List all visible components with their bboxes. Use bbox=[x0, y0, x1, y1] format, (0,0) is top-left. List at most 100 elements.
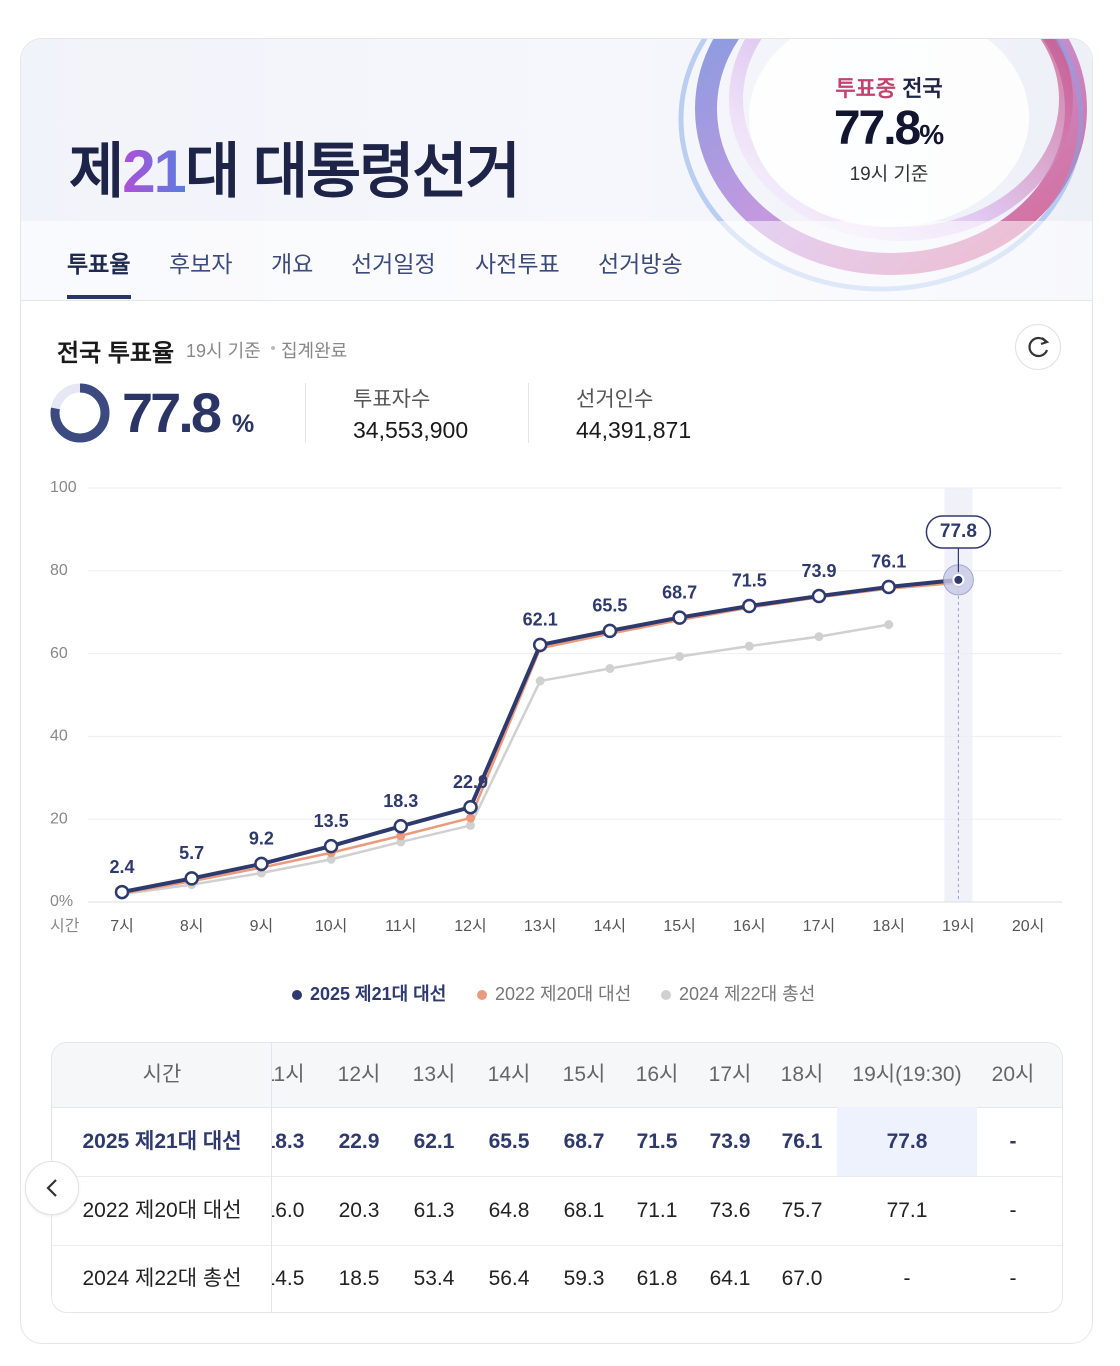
header: 제21대 대통령선거 투표중 전국 77.8% 19시 기준 bbox=[21, 39, 1092, 301]
point bbox=[884, 620, 894, 630]
x-tick-label: 14시 bbox=[594, 918, 627, 935]
table-cell: 71.1 bbox=[636, 1198, 678, 1222]
first-column-divider bbox=[271, 1043, 272, 1312]
point bbox=[742, 598, 757, 614]
x-axis-label: 시간 bbox=[50, 917, 80, 935]
table-cell: - bbox=[1009, 1198, 1017, 1222]
point bbox=[744, 641, 754, 651]
column-header: 20시 bbox=[991, 1063, 1035, 1086]
tab[interactable]: 후보자 bbox=[169, 251, 233, 277]
summary-status: 집계완료 bbox=[281, 341, 348, 361]
chevron-left bbox=[46, 1179, 57, 1197]
x-tick-label: 17시 bbox=[803, 918, 836, 935]
title-part: 대 대통령선거 bbox=[184, 138, 521, 205]
tab-bar bbox=[21, 221, 1092, 300]
y-tick-label: 60 bbox=[50, 645, 68, 662]
title-part: 제 bbox=[69, 138, 124, 205]
summary-basis: 19시 기준 bbox=[186, 341, 261, 361]
table-cell: 76.1 bbox=[781, 1129, 823, 1153]
turnout-chart: 0% 20 40 60 80 100 시간 7시 8시 9시 10시 11시 12시 13시 14시 15시 1… bbox=[50, 479, 1062, 1004]
table-cell: 20.3 bbox=[338, 1198, 380, 1222]
x-tick-label: 16시 bbox=[733, 918, 766, 935]
row-name: 2022 제20대 대선 bbox=[82, 1198, 242, 1222]
data-label: 77.8 bbox=[940, 521, 977, 542]
column-header: 17시 bbox=[708, 1063, 752, 1086]
table-cell: 59.3 bbox=[563, 1266, 605, 1290]
summary-title: 전국 투표율 bbox=[57, 340, 175, 367]
point bbox=[535, 676, 545, 686]
table-cell: 77.8 bbox=[886, 1129, 928, 1153]
legend-label: 2024 제22대 총선 bbox=[679, 984, 815, 1004]
column-header: 18시 bbox=[780, 1063, 824, 1086]
table-cell: 71.5 bbox=[636, 1129, 678, 1153]
status-line: 투표중 전국 bbox=[789, 71, 989, 103]
table-cell: 67.0 bbox=[781, 1266, 823, 1290]
point bbox=[881, 579, 896, 595]
point bbox=[952, 573, 965, 586]
point bbox=[184, 871, 199, 886]
x-tick-label: 15시 bbox=[663, 918, 696, 935]
x-tick-label: 20시 bbox=[1012, 918, 1045, 935]
x-tick-label: 9시 bbox=[250, 918, 274, 935]
unit: % bbox=[919, 119, 945, 150]
table-cell: 64.8 bbox=[488, 1198, 530, 1222]
table-cell: 61.8 bbox=[636, 1266, 678, 1290]
table-cell: 14.5 bbox=[272, 1266, 305, 1290]
table-cell: - bbox=[1009, 1129, 1017, 1153]
donut bbox=[50, 383, 110, 443]
tab[interactable]: 투표율 bbox=[67, 251, 131, 277]
legend-label: 2025 제21대 대선 bbox=[310, 984, 446, 1004]
table-cell: 77.1 bbox=[886, 1198, 928, 1222]
point bbox=[254, 856, 269, 872]
title-number: 21 bbox=[122, 138, 187, 205]
swirl-core bbox=[749, 39, 1029, 227]
column-header: 16시 bbox=[635, 1063, 679, 1086]
x-tick-label: 8시 bbox=[180, 918, 204, 935]
column-header: 14시 bbox=[487, 1063, 531, 1086]
row-divider bbox=[52, 1245, 1062, 1246]
voters: 34,553,900 bbox=[353, 417, 469, 443]
table-cell: 64.1 bbox=[709, 1266, 751, 1290]
point bbox=[672, 610, 687, 625]
table-cell: 16.0 bbox=[272, 1198, 305, 1222]
data-label: 9.2 bbox=[249, 829, 274, 849]
row-name: 2025 제21대 대선 bbox=[82, 1129, 242, 1153]
region: 전국 bbox=[902, 76, 943, 101]
table-cell: 68.1 bbox=[563, 1198, 605, 1222]
table-cell: - bbox=[903, 1266, 911, 1290]
summary-unit: % bbox=[232, 410, 255, 438]
point bbox=[463, 799, 478, 815]
x-tick-label: 10시 bbox=[315, 918, 348, 935]
point bbox=[393, 818, 409, 834]
column-header: 15시 bbox=[562, 1063, 606, 1086]
point bbox=[532, 637, 548, 653]
x-tick-label: 13시 bbox=[524, 918, 557, 935]
tab[interactable]: 사전투표 bbox=[475, 251, 560, 277]
tab-indicator bbox=[67, 295, 131, 299]
legend-label: 2022 제20대 대선 bbox=[495, 984, 631, 1004]
point bbox=[605, 664, 615, 674]
refresh-icon bbox=[1028, 336, 1050, 358]
series-line bbox=[121, 623, 889, 896]
table-cell: 62.1 bbox=[413, 1129, 455, 1153]
point bbox=[326, 854, 336, 864]
divider bbox=[305, 383, 306, 443]
legend-marker bbox=[661, 990, 671, 1000]
table-cell: 18.5 bbox=[338, 1266, 380, 1290]
table-header-bg bbox=[52, 1043, 1062, 1108]
point bbox=[675, 651, 685, 661]
tab[interactable]: 개요 bbox=[271, 251, 314, 277]
rate: 77.8 bbox=[833, 102, 921, 155]
x-tick-label: 7시 bbox=[110, 918, 134, 935]
separator-dot bbox=[271, 346, 275, 350]
donut-arc bbox=[50, 383, 110, 443]
table-cell: 73.6 bbox=[709, 1198, 751, 1222]
y-tick-label: 0% bbox=[50, 893, 73, 910]
x-tick-label: 11시 bbox=[385, 918, 416, 935]
tab[interactable]: 선거방송 bbox=[598, 251, 683, 277]
refresh-button[interactable] bbox=[1015, 324, 1061, 370]
scroll-left-button[interactable] bbox=[25, 1161, 79, 1215]
tab[interactable]: 선거일정 bbox=[351, 251, 436, 277]
data-label: 68.7 bbox=[662, 582, 697, 602]
